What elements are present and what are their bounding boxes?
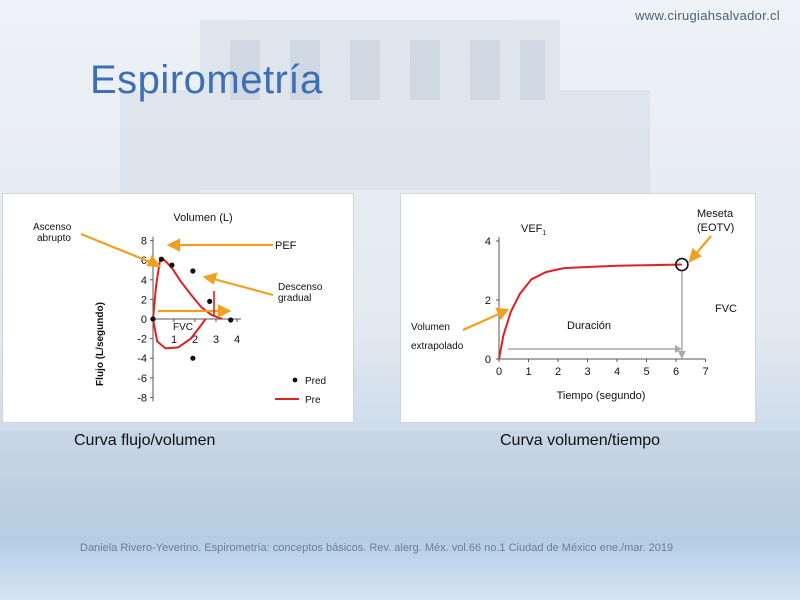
descenso-arrow-line (209, 276, 274, 297)
descenso-label-1: Descenso (278, 282, 323, 293)
fvc-arrowhead (217, 304, 232, 318)
y-tick-label: 2 (485, 295, 491, 307)
caption-flow-volume: Curva flujo/volumen (74, 432, 216, 449)
pred-point (190, 355, 196, 361)
y-tick-label: -2 (137, 334, 147, 346)
fvc-label: FVC (173, 322, 193, 333)
ascenso-arrow-line (80, 232, 156, 266)
y-tick-label: -6 (137, 373, 147, 385)
volume-series-line (498, 263, 682, 360)
meseta-marker (675, 257, 689, 272)
duration-arrowhead (674, 345, 682, 353)
descenso-arrowhead (202, 272, 218, 285)
duracion-label: Duración (567, 320, 611, 332)
y-tick-label: -4 (137, 353, 147, 365)
pre-series-line (152, 256, 223, 320)
volume-time-chart: 0 2 4 0 1 2 3 4 5 6 7 VEF1 Meseta (EOTV) FVC Durac… (411, 208, 737, 402)
volumen-arrow-line (462, 311, 502, 332)
x-tick-label: 4 (234, 334, 240, 346)
ascenso-label-1: Ascenso (33, 222, 72, 233)
y-tick-label: -8 (137, 392, 147, 404)
pred-point (207, 298, 213, 304)
x-tick-label: 3 (584, 366, 590, 378)
ascenso-arrowhead (146, 254, 162, 268)
chart-title: Volumen (L) (173, 212, 232, 224)
pred-point (228, 317, 234, 323)
pred-point (169, 262, 175, 268)
y-axis-label: Flujo (L/segundo) (95, 302, 106, 386)
x-tick-label: 7 (702, 366, 708, 378)
volumen-arrowhead (495, 307, 510, 321)
x-tick-label: 2 (192, 334, 198, 346)
x-tick-label: 1 (171, 334, 177, 346)
y-tick-label: 4 (141, 275, 147, 287)
x-tick-label: 0 (496, 366, 502, 378)
volumen-label-1: Volumen (411, 322, 450, 333)
pred-point (158, 256, 164, 262)
x-tick-label: 4 (614, 366, 620, 378)
pef-label: PEF (275, 240, 297, 252)
pred-point (190, 268, 196, 274)
y-tick-label: 0 (485, 354, 491, 366)
x-tick-label: 1 (525, 366, 531, 378)
meseta-label-1: Meseta (697, 208, 734, 220)
x-axis-label: Tiempo (segundo) (557, 390, 646, 402)
meseta-label-2: (EOTV) (697, 222, 734, 234)
ascenso-label-2: abrupto (37, 233, 71, 244)
fvc-label: FVC (715, 303, 737, 315)
legend-pre-label: Pre (305, 395, 321, 406)
y-tick-label: 2 (141, 294, 147, 306)
y-tick-label: 0 (141, 314, 147, 326)
volumen-label-2: extrapolado (411, 341, 464, 352)
x-tick-label: 2 (555, 366, 561, 378)
descenso-label-2: gradual (278, 293, 311, 304)
y-tick-label: 6 (141, 255, 147, 267)
caption-volume-time: Curva volumen/tiempo (500, 432, 661, 449)
pre-series-inspiratory-line (152, 318, 207, 350)
x-tick-label: 6 (673, 366, 679, 378)
pred-point (150, 316, 156, 322)
x-tick-label: 3 (213, 334, 219, 346)
citation: Daniela Rivero-Yeverino. Espirometría: c… (80, 542, 674, 554)
legend-pred-marker (292, 377, 298, 383)
slide-title: Espirometría (90, 58, 323, 102)
flow-volume-chart: 8 6 4 2 0 -2 -4 -6 -8 1 2 3 4 Volumen (L) Flujo (L/s… (33, 212, 326, 406)
y-tick-label: 8 (141, 236, 147, 248)
meseta-arrowhead (688, 248, 702, 264)
x-tick-label: 5 (643, 366, 649, 378)
site-url: www.cirugiahsalvador.cl (635, 8, 780, 23)
flow-volume-chart-panel: 8 6 4 2 0 -2 -4 -6 -8 1 2 3 4 Volumen (L) Flujo (L/s… (2, 193, 354, 423)
y-tick-label: 4 (485, 236, 491, 248)
pef-arrowhead (166, 238, 181, 252)
volume-time-chart-panel: 0 2 4 0 1 2 3 4 5 6 7 VEF1 Meseta (EOTV) FVC Durac… (400, 193, 756, 423)
fvc-vertical-arrowhead (677, 351, 686, 359)
vef1-label: VEF1 (521, 223, 546, 237)
legend-pred-label: Pred (305, 376, 326, 387)
